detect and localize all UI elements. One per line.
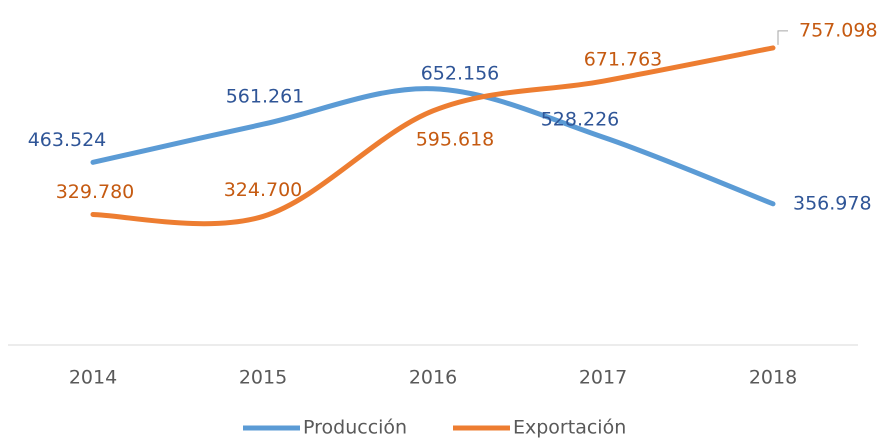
- line: [90, 86, 776, 207]
- data-label: 324.700: [224, 179, 303, 201]
- leader-line: [777, 30, 788, 45]
- data-label: 595.618: [416, 128, 495, 150]
- data-label: 757.098: [799, 19, 878, 41]
- data-label: 561.261: [226, 86, 305, 108]
- data-label: 671.763: [584, 49, 663, 71]
- legend-label: Exportación: [513, 417, 626, 439]
- data-label: 652.156: [421, 62, 500, 84]
- data-label: 356.978: [793, 192, 872, 214]
- data-label: 329.780: [56, 181, 135, 203]
- data-label: 463.524: [28, 129, 107, 151]
- x-tick-label: 2014: [69, 367, 117, 389]
- data-label: 528.226: [541, 109, 620, 131]
- x-tick-label: 2015: [239, 367, 287, 389]
- x-tick-label: 2018: [749, 367, 797, 389]
- legend-label: Producción: [303, 417, 407, 439]
- x-tick-label: 2017: [579, 367, 627, 389]
- x-tick-label: 2016: [409, 367, 457, 389]
- line: [90, 45, 776, 227]
